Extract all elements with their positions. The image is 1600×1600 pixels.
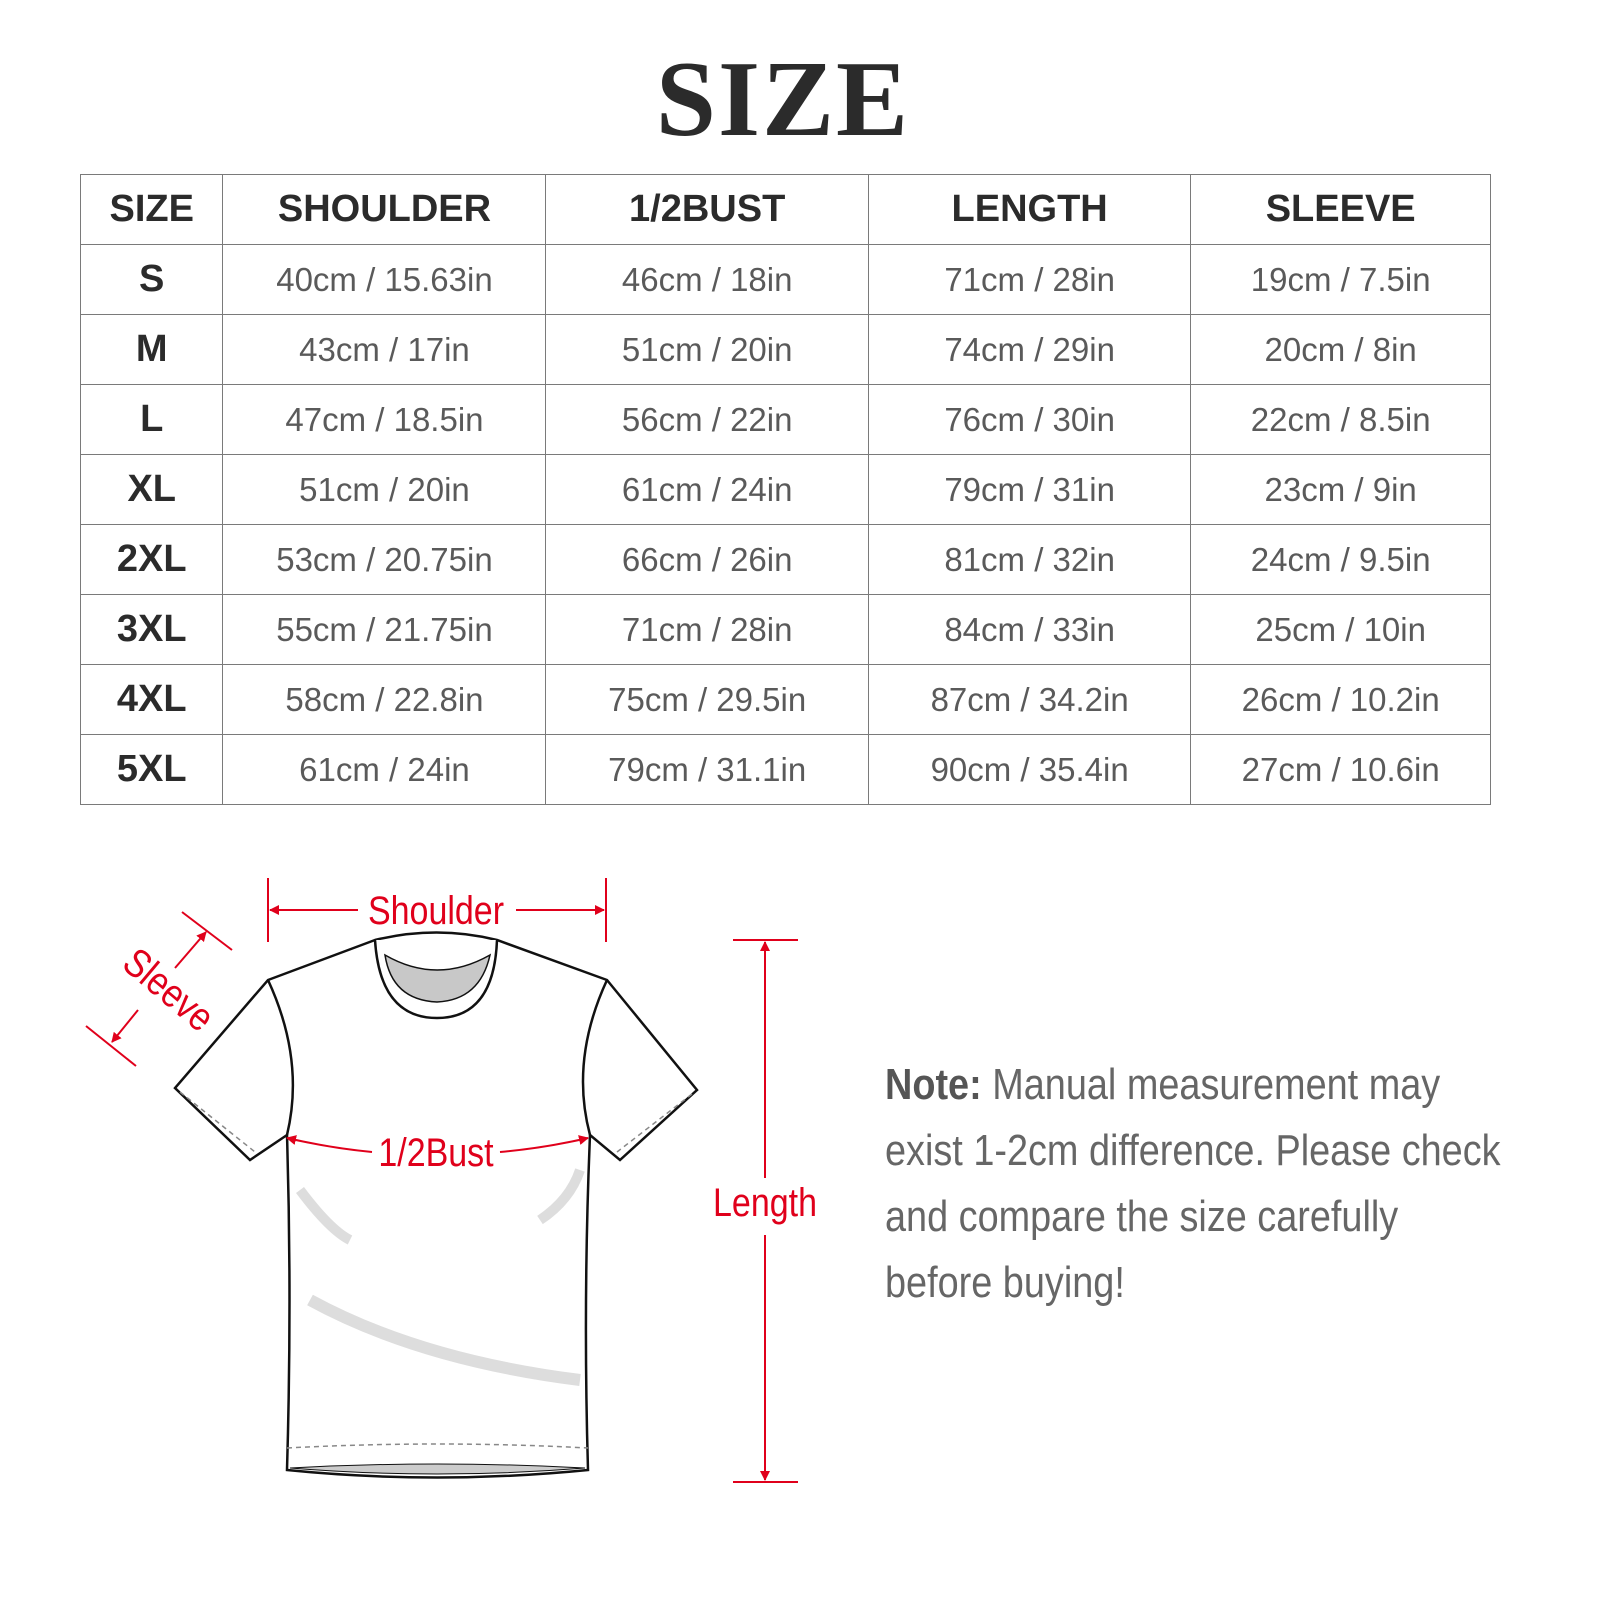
table-header-row: SIZE SHOULDER 1/2BUST LENGTH SLEEVE (79, 174, 1491, 245)
size-cell: 5XL (79, 734, 224, 805)
bust-label: 1/2Bust (378, 1129, 494, 1174)
size-cell: M (79, 314, 224, 385)
table-row: 2XL 53cm / 20.75in 66cm / 26in 81cm / 32in 2… (79, 524, 1491, 595)
measurement-cell: 27cm / 10.6in (1190, 734, 1491, 805)
measurement-cell: 55cm / 21.75in (222, 594, 547, 665)
measurement-cell: 66cm / 26in (545, 524, 869, 595)
measurement-cell: 61cm / 24in (222, 734, 547, 805)
measurement-cell: 87cm / 34.2in (867, 664, 1192, 735)
table-row: XL 51cm / 20in 61cm / 24in 79cm / 31in 23cm … (79, 454, 1491, 525)
measurement-cell: 79cm / 31.1in (545, 734, 869, 805)
measurement-cell: 76cm / 30in (867, 384, 1192, 455)
page-title: SIZE (655, 40, 911, 159)
table-row: S 40cm / 15.63in 46cm / 18in 71cm / 28in 19c… (79, 244, 1491, 315)
measurement-cell: 24cm / 9.5in (1190, 524, 1491, 595)
note-label: Note: (885, 1060, 982, 1109)
measurement-cell: 53cm / 20.75in (222, 524, 547, 595)
measurement-cell: 43cm / 17in (222, 314, 547, 385)
column-header: SLEEVE (1190, 174, 1491, 245)
measurement-cell: 46cm / 18in (545, 244, 869, 315)
shoulder-label: Shoulder (368, 887, 504, 932)
size-cell: L (79, 384, 224, 455)
size-cell: S (79, 244, 224, 315)
measurement-cell: 51cm / 20in (545, 314, 869, 385)
table-row: M 43cm / 17in 51cm / 20in 74cm / 29in 20cm /… (79, 314, 1491, 385)
size-cell: 3XL (79, 594, 224, 665)
measurement-cell: 84cm / 33in (867, 594, 1192, 665)
measurement-cell: 71cm / 28in (545, 594, 869, 665)
measurement-cell: 58cm / 22.8in (222, 664, 547, 735)
length-label: Length (713, 1179, 817, 1224)
column-header: SIZE (79, 174, 224, 245)
size-cell: 2XL (79, 524, 224, 595)
sleeve-label: Sleeve (115, 939, 224, 1040)
measurement-cell: 40cm / 15.63in (222, 244, 547, 315)
table-row: L 47cm / 18.5in 56cm / 22in 76cm / 30in 22cm… (79, 384, 1491, 455)
measurement-arrows (85, 878, 798, 1483)
measurement-cell: 25cm / 10in (1190, 594, 1491, 665)
measurement-cell: 61cm / 24in (545, 454, 869, 525)
column-header: SHOULDER (222, 174, 547, 245)
measurement-cell: 19cm / 7.5in (1190, 244, 1491, 315)
measurement-cell: 71cm / 28in (867, 244, 1192, 315)
measurement-cell: 47cm / 18.5in (222, 384, 547, 455)
measurement-cell: 75cm / 29.5in (545, 664, 869, 735)
tshirt-diagram: Shoulder 1/2Bust Length Sleeve (85, 878, 817, 1483)
size-cell: XL (79, 454, 224, 525)
measurement-cell: 22cm / 8.5in (1190, 384, 1491, 455)
measurement-cell: 23cm / 9in (1190, 454, 1491, 525)
measurement-cell: 74cm / 29in (867, 314, 1192, 385)
size-table: SIZE SHOULDER 1/2BUST LENGTH SLEEVE S 40cm / … (79, 174, 1491, 805)
column-header: LENGTH (867, 174, 1192, 245)
measurement-cell: 81cm / 32in (867, 524, 1192, 595)
column-header: 1/2BUST (545, 174, 869, 245)
tshirt-icon (173, 931, 699, 1479)
measurement-cell: 56cm / 22in (545, 384, 869, 455)
measurement-cell: 26cm / 10.2in (1190, 664, 1491, 735)
table-row: 4XL 58cm / 22.8in 75cm / 29.5in 87cm / 34.2… (79, 664, 1491, 735)
measurement-cell: 79cm / 31in (867, 454, 1192, 525)
measurement-cell: 51cm / 20in (222, 454, 547, 525)
table-row: 3XL 55cm / 21.75in 71cm / 28in 84cm / 33in 2… (79, 594, 1491, 665)
measurement-cell: 20cm / 8in (1190, 314, 1491, 385)
note-body: Manual measurement may exist 1-2cm diffe… (885, 1060, 1501, 1307)
measurement-cell: 90cm / 35.4in (867, 734, 1192, 805)
note-text: Note: Manual measurement may exist 1-2cm… (885, 1052, 1504, 1316)
size-cell: 4XL (79, 664, 224, 735)
table-row: 5XL 61cm / 24in 79cm / 31.1in 90cm / 35.4in… (79, 734, 1491, 805)
